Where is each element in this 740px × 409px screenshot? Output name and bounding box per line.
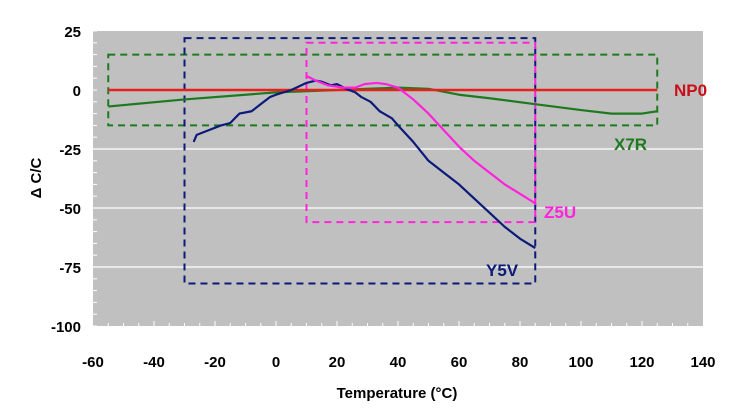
x-tick-label: 120 [629,354,654,371]
x-tick-label: 20 [329,354,346,371]
x-tick-label: 40 [390,354,407,371]
y-tick-label: -75 [59,260,81,277]
plot-area [93,31,703,326]
x7r-label: X7R [614,135,647,154]
z5u-label: Z5U [544,203,576,222]
z5u-limit-box [305,41,537,224]
y-tick-label: -100 [51,319,81,336]
x-tick-label: 100 [568,354,593,371]
y-tick-label: -25 [59,142,81,159]
y-axis-label: Δ C/C [28,157,45,198]
np0-label: NP0 [674,81,707,100]
z5u-curve [305,74,536,205]
x-tick-label: -40 [143,354,165,371]
x7r-curve [108,86,658,115]
x-tick-label: -60 [82,354,104,371]
x-tick-label: 60 [451,354,468,371]
y-tick-label: -50 [59,201,81,218]
y-tick-label: 0 [73,83,81,100]
x-tick-label: 140 [690,354,715,371]
y5v-label: Y5V [486,261,519,280]
x-axis-label: Temperature (°C) [337,385,458,402]
y-tick-label: 25 [64,24,81,41]
x-tick-label: 0 [272,354,280,371]
x-tick-label: 80 [512,354,529,371]
x-tick-label: -20 [204,354,226,371]
y5v-limit-box [183,37,537,285]
